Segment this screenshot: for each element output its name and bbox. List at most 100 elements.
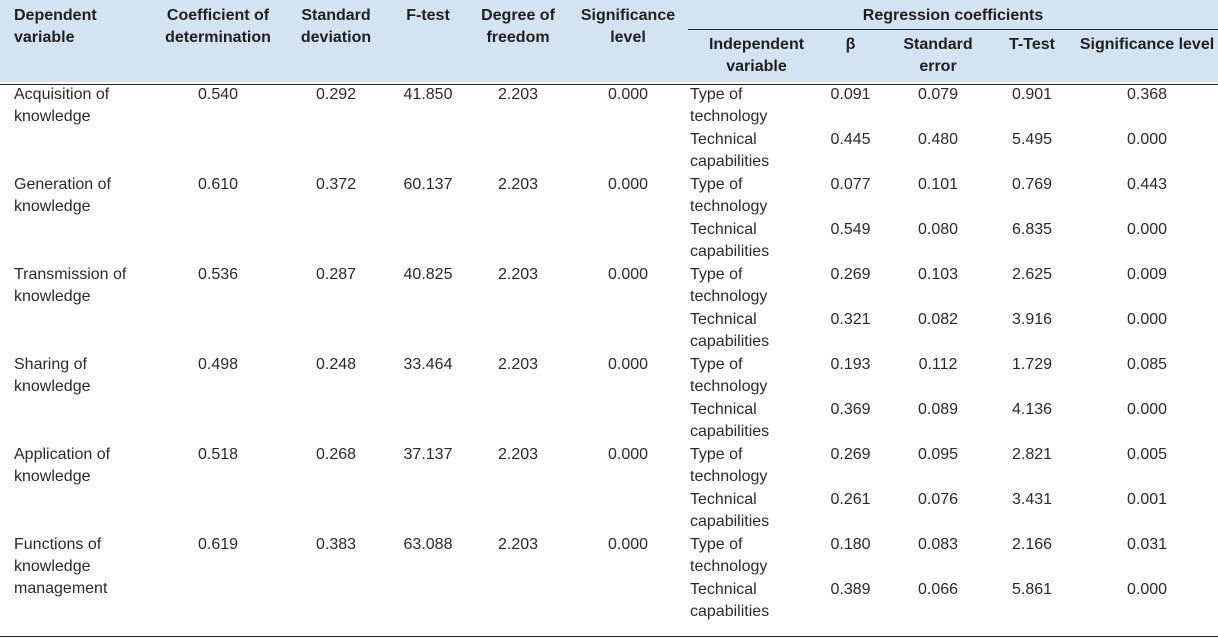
reg-significance-cell: 0.000 [1126, 311, 1168, 328]
f-test-cell: 41.850 [403, 86, 453, 103]
reg-significance-cell: 0.085 [1126, 356, 1168, 373]
dependent-variable-cell: Acquisition of knowledge [14, 86, 110, 125]
std-dev-cell: 0.383 [315, 536, 357, 553]
table-row: Generation of knowledge 0.610 0.372 60.137 2… [0, 174, 1218, 219]
t-test-cell: 0.769 [1011, 176, 1053, 193]
table-body: Acquisition of knowledge 0.540 0.292 41.850… [0, 82, 1218, 624]
independent-variable-cell: Type of technology [690, 356, 768, 395]
std-error-cell: 0.103 [917, 266, 959, 283]
coefficient-cell: 0.536 [197, 266, 239, 283]
independent-variable-cell: Type of technology [690, 176, 768, 215]
degree-cell: 2.203 [497, 86, 539, 103]
beta-cell: 0.180 [830, 536, 871, 553]
reg-significance-cell: 0.443 [1126, 176, 1168, 193]
reg-significance-cell: 0.368 [1126, 86, 1168, 103]
std-error-cell: 0.076 [917, 491, 959, 508]
coefficient-cell: 0.540 [197, 86, 239, 103]
std-dev-cell: 0.268 [315, 446, 357, 463]
table-row: Technical capabilities 0.445 0.480 5.495 0.0… [0, 129, 1218, 174]
dependent-variable-cell: Sharing of knowledge [14, 356, 91, 395]
std-error-cell: 0.095 [917, 446, 959, 463]
std-dev-cell: 0.292 [315, 86, 357, 103]
header-regression-coefficients: Regression coefficients [688, 0, 1218, 30]
header-std-error: Standard error [888, 29, 988, 82]
reg-significance-cell: 0.009 [1126, 266, 1168, 283]
t-test-cell: 4.136 [1011, 401, 1053, 418]
beta-cell: 0.077 [830, 176, 871, 193]
beta-cell: 0.193 [830, 356, 871, 373]
dependent-variable-cell: Application of knowledge [14, 446, 111, 485]
std-error-cell: 0.112 [918, 356, 958, 373]
table-bottom-rule [0, 636, 1218, 637]
table-row: Transmission of knowledge 0.536 0.287 40.82… [0, 264, 1218, 309]
independent-variable-cell: Type of technology [690, 86, 768, 125]
reg-significance-cell: 0.000 [1126, 401, 1168, 418]
reg-significance-cell: 0.000 [1126, 221, 1168, 238]
header-degree: Degree of freedom [468, 0, 568, 82]
t-test-cell: 5.861 [1011, 581, 1053, 598]
reg-significance-cell: 0.031 [1126, 536, 1168, 553]
beta-cell: 0.269 [830, 446, 871, 463]
independent-variable-cell: Technical capabilities [690, 491, 770, 530]
independent-variable-cell: Technical capabilities [690, 221, 770, 260]
table-row: Functions of knowledge management 0.619 0.… [0, 534, 1218, 597]
table-row: Application of knowledge 0.518 0.268 37.137… [0, 444, 1218, 489]
std-dev-cell: 0.372 [315, 176, 357, 193]
beta-cell: 0.091 [830, 86, 871, 103]
table-row: Sharing of knowledge 0.498 0.248 33.464 2.20… [0, 354, 1218, 399]
independent-variable-cell: Technical capabilities [690, 131, 770, 170]
independent-variable-cell: Technical capabilities [690, 581, 770, 620]
f-test-cell: 37.137 [403, 446, 453, 463]
header-significance: Significance level [568, 0, 688, 82]
std-error-cell: 0.089 [917, 401, 959, 418]
header-t-test: T-Test [988, 29, 1076, 82]
independent-variable-cell: Type of technology [690, 536, 768, 575]
header-f-test: F-test [388, 0, 468, 82]
t-test-cell: 3.431 [1011, 491, 1053, 508]
std-error-cell: 0.083 [917, 536, 959, 553]
independent-variable-cell: Technical capabilities [690, 401, 770, 440]
coefficient-cell: 0.610 [197, 176, 239, 193]
header-dependent-variable: Dependent variable [0, 0, 152, 82]
t-test-cell: 1.729 [1011, 356, 1053, 373]
degree-cell: 2.203 [497, 266, 539, 283]
header-independent-variable: Independent variable [688, 29, 813, 82]
coefficient-cell: 0.518 [197, 446, 239, 463]
table-row: Technical capabilities 0.261 0.076 3.431 0.0… [0, 489, 1218, 534]
table-row: Technical capabilities 0.389 0.066 5.861 0.0… [0, 579, 1218, 624]
degree-cell: 2.203 [497, 356, 539, 373]
f-test-cell: 63.088 [403, 536, 453, 553]
table-row: Acquisition of knowledge 0.540 0.292 41.850… [0, 82, 1218, 129]
header-reg-significance: Significance level [1076, 29, 1218, 82]
header-beta: β [813, 29, 888, 82]
reg-significance-cell: 0.000 [1126, 131, 1168, 148]
degree-cell: 2.203 [497, 446, 539, 463]
t-test-cell: 5.495 [1011, 131, 1053, 148]
std-error-cell: 0.480 [917, 131, 959, 148]
t-test-cell: 6.835 [1011, 221, 1053, 238]
std-dev-cell: 0.248 [315, 356, 357, 373]
reg-significance-cell: 0.005 [1126, 446, 1168, 463]
independent-variable-cell: Technical capabilities [690, 311, 770, 350]
beta-cell: 0.369 [830, 401, 871, 418]
t-test-cell: 3.916 [1011, 311, 1053, 328]
degree-cell: 2.203 [497, 536, 539, 553]
t-test-cell: 2.625 [1011, 266, 1053, 283]
beta-cell: 0.269 [830, 266, 871, 283]
reg-significance-cell: 0.001 [1126, 491, 1168, 508]
independent-variable-cell: Type of technology [690, 446, 768, 485]
significance-cell: 0.000 [607, 86, 649, 103]
coefficient-cell: 0.619 [197, 536, 239, 553]
t-test-cell: 2.166 [1011, 536, 1053, 553]
dependent-variable-cell: Transmission of knowledge [14, 266, 127, 305]
table-header: Dependent variable Coefficient of determ… [0, 0, 1218, 82]
regression-table: Dependent variable Coefficient of determ… [0, 0, 1218, 624]
degree-cell: 2.203 [497, 176, 539, 193]
t-test-cell: 0.901 [1011, 86, 1053, 103]
dependent-variable-cell: Functions of knowledge management [14, 536, 108, 597]
beta-cell: 0.549 [830, 221, 871, 238]
table-row: Technical capabilities 0.369 0.089 4.136 0.0… [0, 399, 1218, 444]
f-test-cell: 33.464 [403, 356, 453, 373]
beta-cell: 0.445 [830, 131, 871, 148]
dependent-variable-cell: Generation of knowledge [14, 176, 111, 215]
